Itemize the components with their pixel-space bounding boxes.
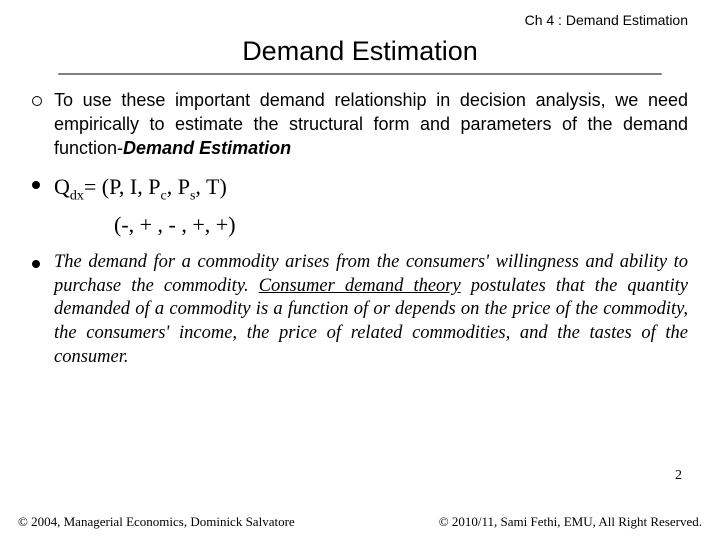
bullet-item-2: Qdx= (P, I, Pc, Ps, T) (-, + , - , +, +) — [32, 172, 688, 239]
bullet-2-formula: Qdx= (P, I, Pc, Ps, T) (-, + , - , +, +) — [54, 172, 688, 239]
formula-lhs: Q — [54, 174, 70, 199]
footer-right: © 2010/11, Sami Fethi, EMU, All Right Re… — [439, 514, 702, 530]
chapter-header: Ch 4 : Demand Estimation — [32, 12, 688, 28]
solid-circle-icon — [32, 251, 54, 274]
bullet-item-3: The demand for a commodity arises from t… — [32, 251, 688, 369]
bullet-3-text: The demand for a commodity arises from t… — [54, 251, 688, 369]
title-block: Demand Estimation — [32, 36, 688, 75]
formula-line-1: Qdx= (P, I, Pc, Ps, T) — [54, 172, 688, 206]
formula-rhs-1: = (P, I, P — [84, 174, 161, 199]
bullet-1-text: To use these important demand relationsh… — [54, 89, 688, 160]
bullet-1-emph: Demand Estimation — [123, 138, 291, 158]
formula-line-2: (-, + , - , +, +) — [114, 210, 688, 239]
bullet-3-underlined: Consumer demand theory — [259, 276, 461, 296]
title-underline — [58, 73, 662, 75]
formula-rhs-end: , T) — [195, 174, 226, 199]
bullet-list: To use these important demand relationsh… — [32, 89, 688, 370]
formula-lhs-sub: dx — [70, 189, 84, 204]
footer: © 2004, Managerial Economics, Dominick S… — [0, 514, 720, 530]
page-number: 2 — [675, 468, 682, 484]
hollow-circle-icon — [32, 89, 54, 112]
slide-title: Demand Estimation — [236, 36, 484, 71]
slide: Ch 4 : Demand Estimation Demand Estimati… — [0, 0, 720, 540]
bullet-item-1: To use these important demand relationsh… — [32, 89, 688, 160]
solid-circle-icon — [32, 172, 54, 195]
footer-left: © 2004, Managerial Economics, Dominick S… — [18, 514, 295, 530]
formula-rhs-mid: , P — [167, 174, 190, 199]
